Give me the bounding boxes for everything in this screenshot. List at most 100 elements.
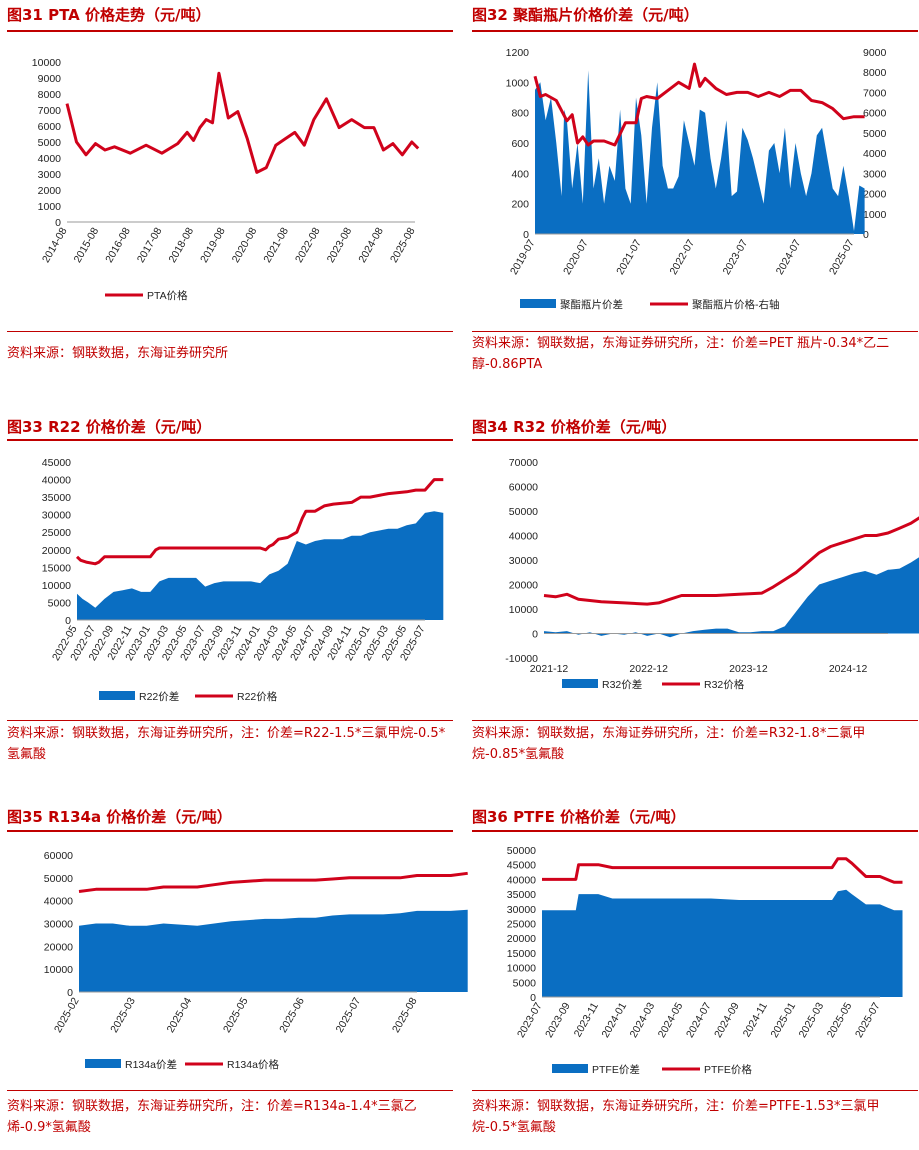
y-tick-label: 60000 [509,482,538,494]
legend-label: 聚酯瓶片价差 [560,298,623,311]
x-tick-label: 2024-08 [356,225,386,265]
y-tick-label: 0 [530,992,536,1004]
legend-label: R134a价格 [227,1058,279,1071]
x-tick-label: 2023-07 [515,1000,545,1040]
panel-fig35: 图35 R134a 价格价差（元/吨） 0 10000 20000 30000 4000… [7,800,468,1150]
legend-label: 聚酯瓶片价格-右轴 [692,298,780,311]
y2-tick-label: 9000 [863,47,887,59]
x-tick-label: 2023-09 [543,1000,573,1040]
legend-swatch-area [85,1059,121,1068]
y-tick-label: 40000 [42,475,71,487]
x-tick-label: 2020-07 [561,237,591,277]
title-rule [7,439,453,441]
series-line-PTFE价格 [542,857,903,884]
y-tick-label: 1000 [38,201,62,213]
x-tick-label: 2014-08 [40,225,70,265]
x-tick-label: 2025-07 [827,237,857,277]
y2-tick-label: 1000 [863,209,887,221]
y-tick-label: 0 [67,987,73,999]
x-tick-label: 2025-08 [390,995,420,1035]
x-tick-label: 2024-09 [712,1000,742,1040]
series-line-R134a价格 [78,871,468,893]
series-area-R22价差 [77,511,444,620]
y-tick-label: 60000 [44,850,73,862]
legend-label: R22价差 [139,690,179,703]
x-tick-label: 2022-07 [667,237,697,277]
x-tick-label: 2025-06 [277,995,307,1035]
legend-label: PTA价格 [147,289,188,302]
y-tick-label: 15000 [507,948,536,960]
y-tick-label: 0 [532,629,538,641]
x-tick-label: 2025-07 [853,1000,883,1040]
x-tick-label: 2024-11 [741,1000,770,1039]
y-tick-label: -10000 [505,653,538,665]
y-tick-label: 4000 [38,153,62,165]
x-tick-label: 2019-07 [508,237,538,277]
x-tick-label: 2021-07 [614,237,644,277]
x-tick-label: 2025-04 [165,995,195,1035]
y2-tick-label: 5000 [863,128,887,140]
y-tick-label: 40000 [44,896,73,908]
legend-swatch-area [562,679,598,688]
y-tick-label: 200 [511,199,529,211]
y2-tick-label: 8000 [863,67,887,79]
source-rule [472,331,918,332]
y-tick-label: 3000 [38,169,62,181]
y-tick-label: 5000 [38,137,62,149]
x-tick-label: 2021-12 [530,663,569,675]
x-tick-label: 2025-02 [52,995,82,1035]
panel-title: 图35 R134a 价格价差（元/吨） [7,808,232,826]
y-tick-label: 30000 [507,904,536,916]
y-tick-label: 50000 [44,873,73,885]
y-tick-label: 45000 [42,457,71,469]
panel-title: 图33 R22 价格价差（元/吨） [7,418,212,436]
y-tick-label: 20000 [509,580,538,592]
panel-fig31: 图31 PTA 价格走势（元/吨） 0 1000 2000 3000 4000 5000 6… [7,0,457,380]
x-tick-label: 2022-12 [629,663,668,675]
y-tick-label: 30000 [42,510,71,522]
y-tick-label: 1200 [506,47,530,59]
x-tick-label: 2019-08 [198,225,228,265]
series-area-PTFE价差 [542,889,903,997]
legend-swatch-area [552,1064,588,1073]
y-tick-label: 25000 [42,527,71,539]
x-tick-label: 2025-03 [797,1000,827,1040]
y-tick-label: 30000 [509,555,538,567]
x-tick-label: 2021-08 [261,225,291,265]
source-note: 资料来源：钢联数据，东海证券研究所，注：价差=PET 瓶片-0.34*乙二醇-0… [472,336,890,372]
x-tick-label: 2025-07 [334,995,364,1035]
y-tick-label: 5000 [48,597,72,609]
y-tick-label: 25000 [507,919,536,931]
x-tick-label: 2024-05 [656,1000,686,1040]
y2-tick-label: 2000 [863,189,887,201]
x-tick-label: 2016-08 [103,225,133,265]
panel-fig36: 图36 PTFE 价格价差（元/吨） 0 5000 10000 15000 20000 2… [472,800,919,1150]
panel-fig34: 图34 R32 价格价差（元/吨） -10000 0 10000 20000 30000… [472,410,919,790]
legend-label: PTFE价差 [592,1063,640,1076]
x-tick-label: 2024-03 [628,1000,658,1040]
x-tick-label: 2017-08 [135,225,165,265]
y2-tick-label: 7000 [863,87,887,99]
x-tick-label: 2023-07 [721,237,751,277]
title-rule [7,830,453,832]
series-line-聚酯瓶片价格-右轴 [533,62,865,147]
y-tick-label: 7000 [38,105,62,117]
y2-tick-label: 6000 [863,108,887,120]
y-tick-label: 2000 [38,185,62,197]
source-note: 资料来源：钢联数据，东海证券研究所 [7,346,229,361]
y-tick-label: 50000 [507,845,536,857]
panel-fig32: 图32 聚酯瓶片价格价差（元/吨） 0 200 400 600 800 1000 1200 0… [472,0,919,380]
x-tick-label: 2025-01 [768,1000,798,1040]
x-tick-label: 2018-08 [166,225,196,265]
series-line-PTA价格 [65,71,420,174]
y-tick-label: 20000 [44,941,73,953]
x-tick-label: 2024-07 [774,237,804,277]
series-line-R32价格 [543,516,919,606]
x-tick-label: 2025-05 [221,995,251,1035]
chart-r32: -10000 0 10000 20000 30000 40000 50000 60000 700… [505,457,919,691]
legend-label: R134a价差 [125,1058,177,1071]
x-tick-label: 2024-01 [599,1000,629,1040]
source-rule [7,720,453,721]
title-rule [472,830,918,832]
x-tick-label: 2023-08 [325,225,355,265]
